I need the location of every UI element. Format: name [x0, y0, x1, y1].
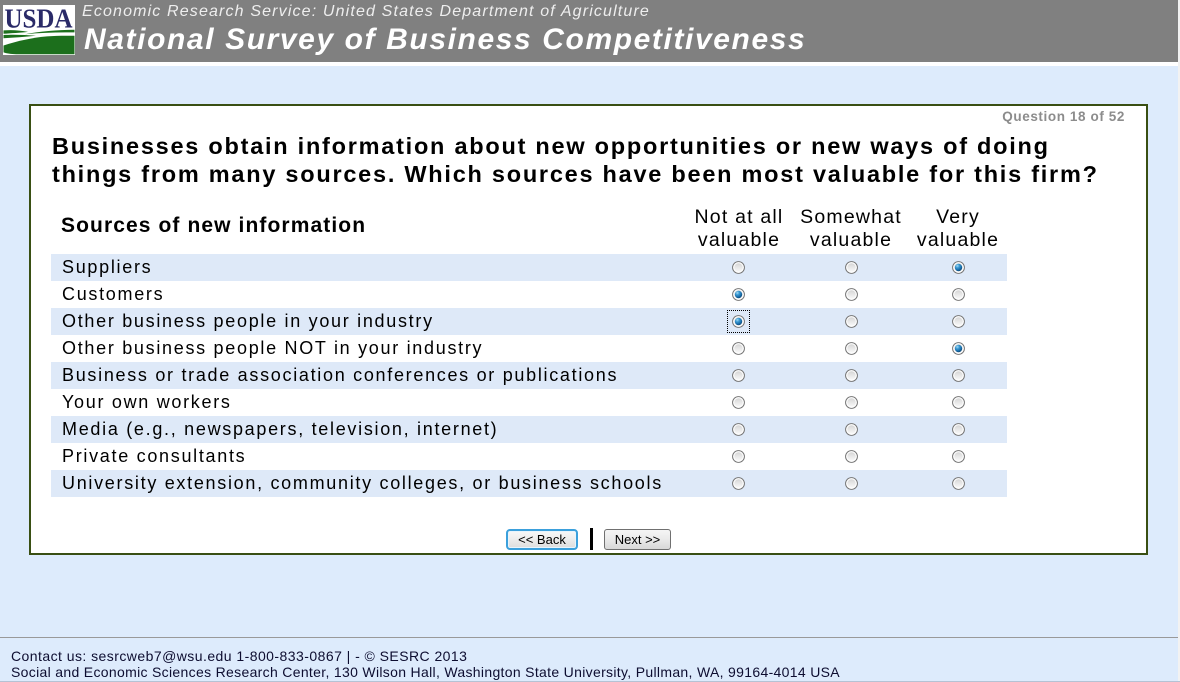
svg-text:USDA: USDA: [5, 5, 73, 34]
